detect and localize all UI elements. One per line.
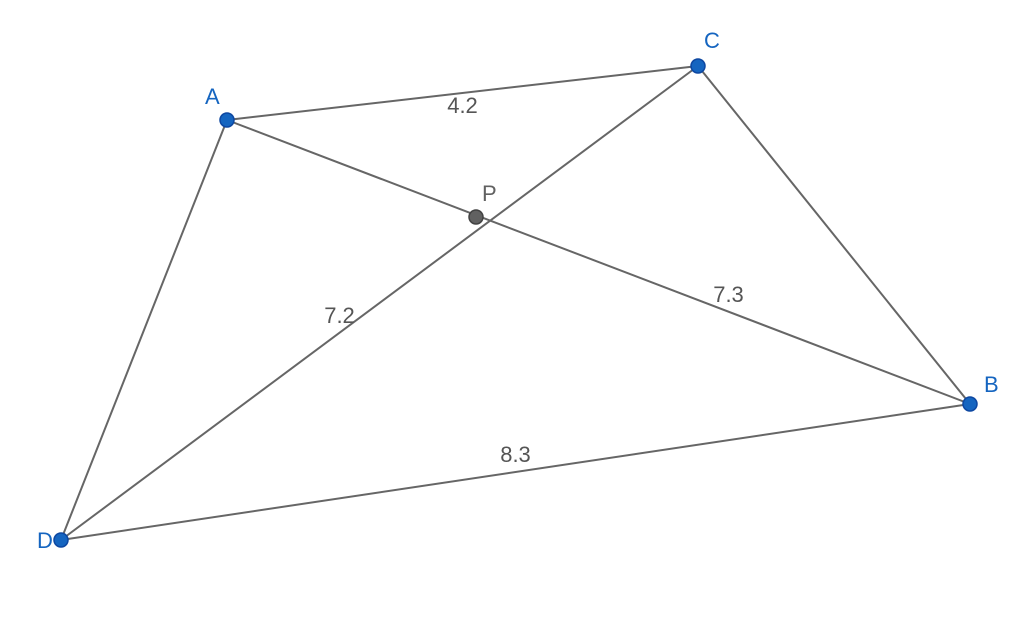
geometry-diagram: 4.2 7.3 7.2 8.3 A B C D P — [0, 0, 1033, 643]
vertex-label-P: P — [482, 181, 497, 206]
vertex-B[interactable] — [963, 397, 977, 411]
edge-label-A-B: 7.3 — [713, 282, 744, 307]
vertex-D[interactable] — [54, 533, 68, 547]
edge-D-B — [61, 404, 970, 540]
edge-label-A-C: 4.2 — [447, 93, 478, 118]
edge-label-D-B: 8.3 — [500, 442, 531, 467]
vertex-C[interactable] — [691, 59, 705, 73]
vertex-label-A: A — [205, 84, 220, 109]
edge-C-B — [698, 66, 970, 404]
vertex-label-C: C — [704, 28, 720, 53]
edge-label-C-D: 7.2 — [324, 303, 355, 328]
vertex-label-B: B — [984, 372, 999, 397]
edge-C-D — [61, 66, 698, 540]
vertex-A[interactable] — [220, 113, 234, 127]
edge-A-B — [227, 120, 970, 404]
vertex-label-D: D — [37, 528, 53, 553]
vertex-P[interactable] — [469, 210, 483, 224]
